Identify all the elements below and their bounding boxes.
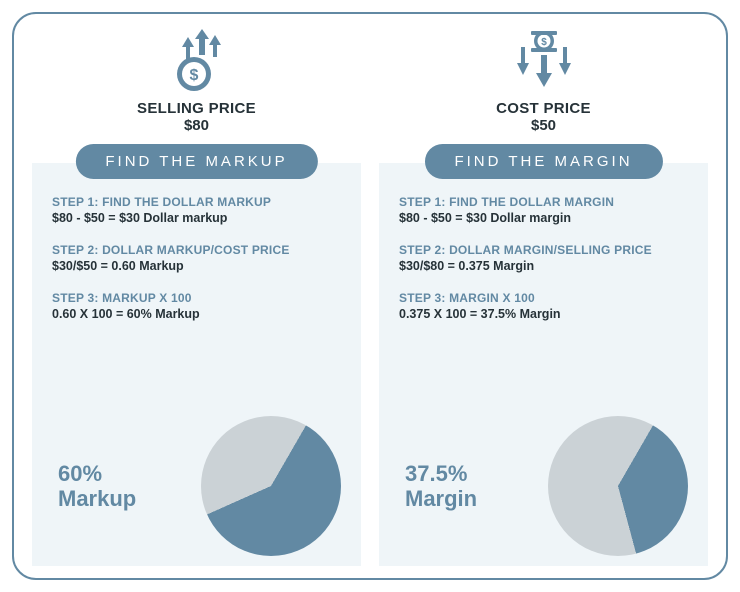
step-text: $80 - $50 = $30 Dollar margin — [399, 211, 688, 225]
margin-column: $ COST PRICE $50 FIND THE MARGIN STEP 1:… — [379, 26, 708, 566]
step-text: 0.60 X 100 = 60% Markup — [52, 307, 341, 321]
result-word: Margin — [405, 486, 477, 511]
step-title: STEP 3: MARGIN X 100 — [399, 291, 688, 305]
step-text: $80 - $50 = $30 Dollar markup — [52, 211, 341, 225]
infographic-card: $ SELLING PRICE $80 FIND THE MARKUP STEP… — [12, 12, 728, 580]
margin-step-3: STEP 3: MARGIN X 100 0.375 X 100 = 37.5%… — [399, 291, 688, 321]
selling-price-header: SELLING PRICE $80 — [137, 100, 256, 134]
markup-column: $ SELLING PRICE $80 FIND THE MARKUP STEP… — [32, 26, 361, 566]
markup-result: 60% Markup — [52, 416, 341, 556]
step-title: STEP 3: MARKUP X 100 — [52, 291, 341, 305]
margin-step-1: STEP 1: FIND THE DOLLAR MARGIN $80 - $50… — [399, 195, 688, 225]
cost-price-value: $50 — [496, 117, 591, 134]
markup-step-2: STEP 2: DOLLAR MARKUP/COST PRICE $30/$50… — [52, 243, 341, 273]
margin-result-label: 37.5% Margin — [399, 461, 534, 512]
cost-price-icon: $ — [499, 26, 589, 96]
margin-pie-chart — [548, 416, 688, 556]
cost-price-header: COST PRICE $50 — [496, 100, 591, 134]
selling-price-icon: $ — [152, 26, 242, 96]
markup-pill: FIND THE MARKUP — [75, 144, 317, 179]
markup-panel: STEP 1: FIND THE DOLLAR MARKUP $80 - $50… — [32, 163, 361, 566]
cost-price-title: COST PRICE — [496, 100, 591, 117]
step-title: STEP 1: FIND THE DOLLAR MARGIN — [399, 195, 688, 209]
markup-step-3: STEP 3: MARKUP X 100 0.60 X 100 = 60% Ma… — [52, 291, 341, 321]
result-value: 60% — [58, 461, 102, 486]
selling-price-value: $80 — [137, 117, 256, 134]
svg-text:$: $ — [541, 37, 547, 48]
markup-result-label: 60% Markup — [52, 461, 187, 512]
step-text: $30/$80 = 0.375 Margin — [399, 259, 688, 273]
result-word: Markup — [58, 486, 136, 511]
markup-step-1: STEP 1: FIND THE DOLLAR MARKUP $80 - $50… — [52, 195, 341, 225]
svg-text:$: $ — [189, 67, 198, 84]
markup-pie-chart — [201, 416, 341, 556]
margin-result: 37.5% Margin — [399, 416, 688, 556]
selling-price-title: SELLING PRICE — [137, 100, 256, 117]
result-value: 37.5% — [405, 461, 467, 486]
margin-step-2: STEP 2: DOLLAR MARGIN/SELLING PRICE $30/… — [399, 243, 688, 273]
margin-panel: STEP 1: FIND THE DOLLAR MARGIN $80 - $50… — [379, 163, 708, 566]
step-text: $30/$50 = 0.60 Markup — [52, 259, 341, 273]
margin-pill: FIND THE MARGIN — [424, 144, 662, 179]
step-title: STEP 1: FIND THE DOLLAR MARKUP — [52, 195, 341, 209]
step-title: STEP 2: DOLLAR MARGIN/SELLING PRICE — [399, 243, 688, 257]
step-text: 0.375 X 100 = 37.5% Margin — [399, 307, 688, 321]
step-title: STEP 2: DOLLAR MARKUP/COST PRICE — [52, 243, 341, 257]
